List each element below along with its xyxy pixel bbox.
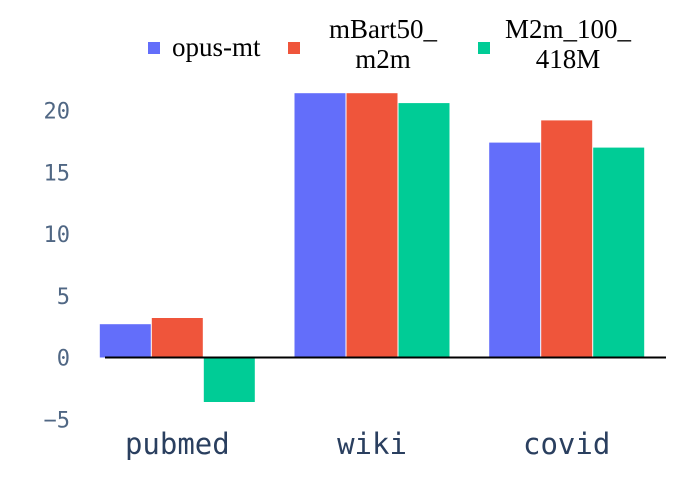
bar-pubmed-2 — [203, 357, 255, 402]
y-tick-label: 5 — [57, 285, 70, 310]
x-tick-label-covid: covid — [523, 427, 610, 461]
y-tick-label: 0 — [57, 347, 70, 372]
y-axis-tick-labels: −5 0 5 10 15 20 — [44, 100, 71, 434]
legend-label: opus-mt — [172, 32, 261, 62]
bar-wiki-1 — [346, 93, 398, 358]
legend-label: M2m_100_ — [505, 14, 632, 44]
legend-item-2[interactable]: M2m_100_418M — [478, 14, 632, 74]
bar-covid-1 — [541, 120, 593, 358]
bar-pubmed-1 — [151, 318, 203, 358]
legend-label: 418M — [536, 44, 601, 74]
x-axis-tick-labels: pubmed wiki covid — [125, 427, 610, 461]
bars — [99, 93, 645, 402]
bar-pubmed-0 — [99, 324, 151, 358]
legend-item-0[interactable]: opus-mt — [148, 32, 261, 62]
bar-wiki-2 — [398, 103, 450, 358]
bar-covid-0 — [489, 142, 541, 358]
legend: opus-mt mBart50_m2m M2m_100_418M — [148, 14, 632, 74]
x-tick-label-wiki: wiki — [337, 427, 407, 461]
y-tick-label: −5 — [44, 408, 71, 433]
legend-label: mBart50_ — [329, 14, 437, 44]
y-tick-label: 20 — [44, 100, 71, 125]
legend-label: m2m — [355, 44, 411, 74]
legend-swatch — [148, 42, 160, 54]
y-tick-label: 10 — [44, 223, 71, 248]
legend-item-1[interactable]: mBart50_m2m — [288, 14, 437, 74]
legend-swatch — [478, 42, 490, 54]
bar-wiki-0 — [294, 93, 346, 358]
x-tick-label-pubmed: pubmed — [125, 427, 230, 461]
y-tick-label: 15 — [44, 161, 71, 186]
bar-covid-2 — [593, 147, 645, 358]
legend-swatch — [288, 42, 300, 54]
